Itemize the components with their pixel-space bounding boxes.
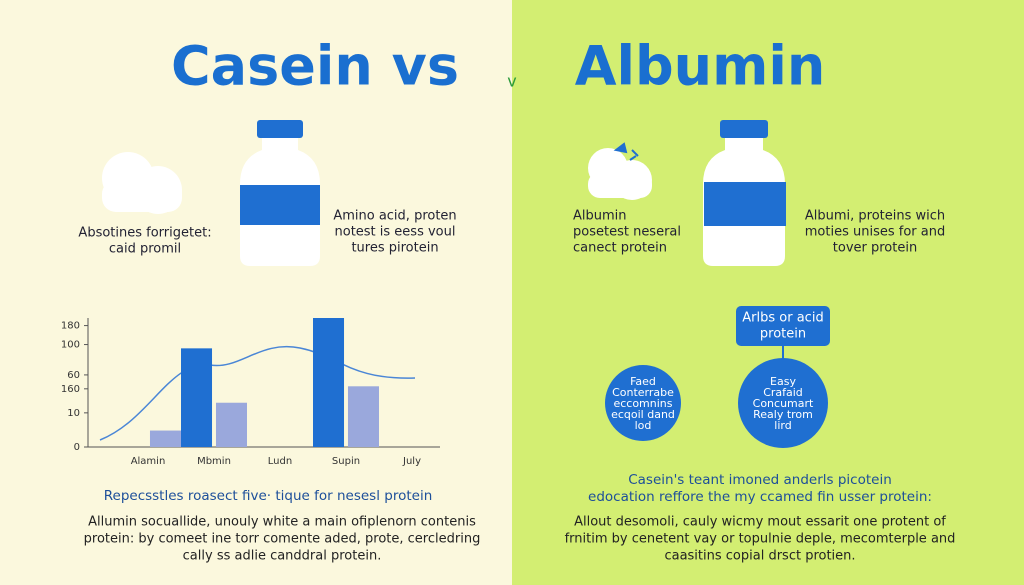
x-tick-label: Mbmin <box>197 456 231 467</box>
subheading: Repecsstles roasect five· tique for nese… <box>104 488 433 504</box>
caption: Absotines forrigetet: <box>78 226 211 241</box>
cloud-icon <box>102 152 182 214</box>
circle-text: Easy <box>770 375 796 388</box>
bar <box>215 402 247 447</box>
y-tick-label: 60 <box>67 370 80 381</box>
circle-text: Conterrabe <box>612 386 674 399</box>
y-tick-label: 160 <box>61 384 80 395</box>
paragraph-line: cally ss adlie canddral protein. <box>183 549 382 564</box>
circle-text: lod <box>635 419 652 432</box>
bottle-icon <box>240 120 320 266</box>
bar <box>149 430 181 447</box>
paragraph-line: caasitins copial drsct protien. <box>664 549 855 564</box>
paragraph-line: frnitim by cenetent vay or topulnie depl… <box>565 532 956 547</box>
title-left: Casein vs <box>171 35 459 98</box>
caption: tover protein <box>833 241 917 256</box>
circle-text: lird <box>774 419 791 432</box>
x-tick-label: Ludn <box>268 456 292 467</box>
x-tick-label: Supin <box>332 456 360 467</box>
circle-text: Faed <box>630 375 656 388</box>
caption: notest is eess voul <box>335 225 456 240</box>
paragraph-line: Allout desomoli, cauly wicmy mout essari… <box>574 515 946 530</box>
bar <box>313 318 345 447</box>
caption: moties unises for and <box>805 225 945 240</box>
y-tick-label: 10 <box>67 408 80 419</box>
callout-text: protein <box>760 327 806 342</box>
sparkle-icon <box>613 142 639 161</box>
right-panel <box>512 0 1024 585</box>
caption: Albumin <box>573 209 627 224</box>
circle-text: Crafaid <box>763 386 803 399</box>
bar <box>181 348 213 447</box>
y-tick-label: 100 <box>61 340 80 351</box>
subheading: Casein's teant imoned anderls picotein <box>628 472 892 488</box>
left-panel <box>0 0 512 585</box>
caption: caid promil <box>109 242 181 257</box>
circle-text: Concumart <box>753 397 814 410</box>
circle-text: Realy trom <box>753 408 813 421</box>
x-tick-label: Alamin <box>131 456 166 467</box>
circle-text: eccomnins <box>613 397 672 410</box>
caption: Amino acid, proten <box>333 209 456 224</box>
cloud-icon <box>588 148 652 200</box>
circle-text: ecqoil dand <box>611 408 675 421</box>
trend-curve <box>99 345 416 441</box>
bar <box>347 386 379 447</box>
caption: Albumi, proteins wich <box>805 209 945 224</box>
callout-text: Arlbs or acid <box>742 311 823 326</box>
paragraph-line: protein: by comeet ine torr comente aded… <box>84 532 481 547</box>
caption: tures pirotein <box>351 241 438 256</box>
feature-circle <box>605 365 681 441</box>
title-right: Albumin <box>575 35 826 98</box>
title-mid: v <box>507 72 516 91</box>
y-tick-label: 180 <box>61 321 80 332</box>
paragraph-line: Allumin socuallide, unouly white a main … <box>88 515 476 530</box>
y-tick-label: 0 <box>74 442 80 453</box>
callout-box <box>736 306 830 346</box>
subheading: edocation reffore the my ccamed fin usse… <box>588 489 932 505</box>
caption: canect protein <box>573 241 667 256</box>
bottle-icon <box>703 120 786 266</box>
caption: posetest neseral <box>573 225 681 240</box>
x-tick-label: July <box>402 456 421 467</box>
feature-circle <box>738 358 828 448</box>
